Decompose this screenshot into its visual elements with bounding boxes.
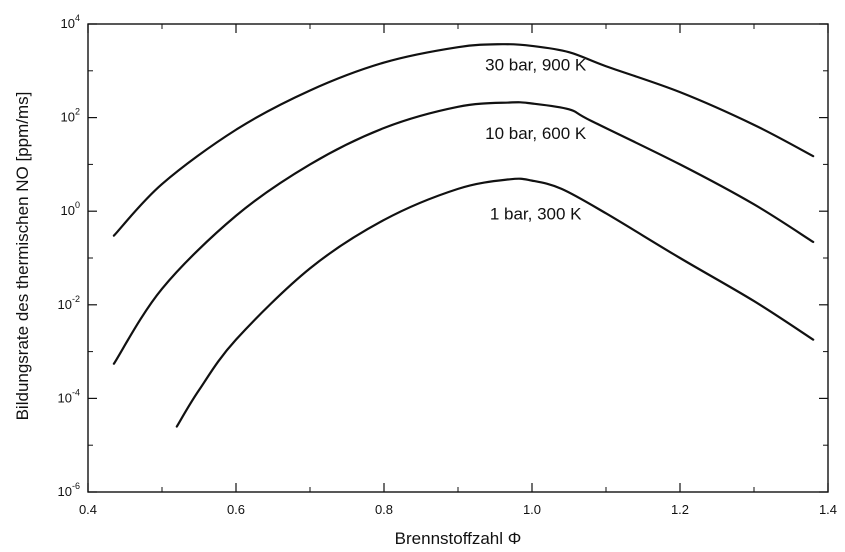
x-tick-label: 0.4	[79, 502, 97, 517]
x-tick-label: 1.4	[819, 502, 837, 517]
series-label: 10 bar, 600 K	[485, 124, 587, 143]
x-tick-label: 0.8	[375, 502, 393, 517]
series-lines	[112, 43, 815, 428]
y-tick-label: 10-4	[58, 387, 80, 405]
series-line	[112, 43, 815, 237]
x-tick-labels: 0.4 0.6 0.8 1.0 1.2 1.4	[79, 502, 837, 517]
y-tick-label: 100	[61, 200, 80, 218]
series-line	[112, 101, 815, 365]
y-tick-label: 10-2	[58, 294, 80, 312]
y-tick-labels: 10-6 10-4 10-2 100 102 104	[58, 13, 80, 499]
y-axis-title: Bildungsrate des thermischen NO [ppm/ms]	[13, 92, 32, 421]
series-label: 1 bar, 300 K	[490, 204, 582, 223]
y-tick-label: 104	[61, 13, 80, 31]
x-axis-title: Brennstoffzahl Φ	[395, 529, 522, 548]
series-labels: 30 bar, 900 K 10 bar, 600 K 1 bar, 300 K	[485, 56, 587, 224]
x-tick-label: 1.0	[523, 502, 541, 517]
axis-ticks	[87, 23, 829, 493]
x-tick-label: 1.2	[671, 502, 689, 517]
series-line	[175, 177, 815, 428]
x-tick-label: 0.6	[227, 502, 245, 517]
plot-area-border	[87, 23, 829, 493]
y-tick-label: 10-6	[58, 481, 80, 499]
plot-frame	[87, 23, 829, 493]
y-tick-label: 102	[61, 107, 80, 125]
series-label: 30 bar, 900 K	[485, 56, 587, 75]
